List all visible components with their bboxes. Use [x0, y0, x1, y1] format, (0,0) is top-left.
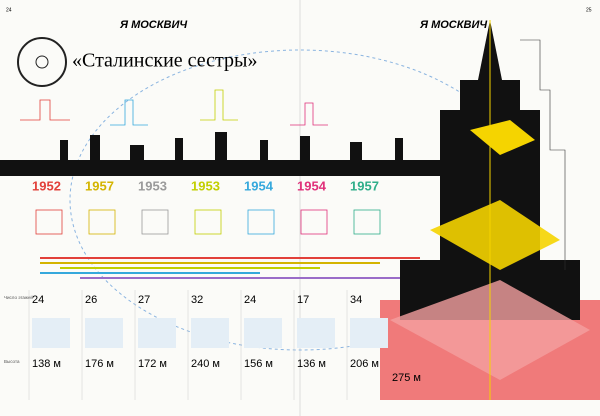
- map: [85, 318, 123, 348]
- floors: 27: [138, 294, 150, 306]
- floors: 26: [85, 294, 97, 306]
- height: 176 м: [85, 358, 114, 370]
- page-number: 24: [6, 7, 12, 13]
- skyline-base: [0, 160, 440, 176]
- rubric: Я МОСКВИЧ: [119, 19, 187, 31]
- rubric: Я МОСКВИЧ: [419, 19, 487, 31]
- height: 138 м: [32, 358, 61, 370]
- building-plan: [353, 209, 381, 235]
- map: [191, 318, 229, 348]
- year: 1957: [85, 178, 114, 193]
- height: 156 м: [244, 358, 273, 370]
- floors: 24: [244, 294, 256, 306]
- building-plan: [194, 209, 222, 235]
- outline-skyline: [20, 89, 328, 126]
- height: 172 м: [138, 358, 167, 370]
- year: 1954: [297, 178, 327, 193]
- floors: 32: [191, 294, 203, 306]
- building-plan: [35, 209, 63, 235]
- wheel-hub: [35, 55, 49, 69]
- height: 206 м: [350, 358, 379, 370]
- building-plan: [88, 209, 116, 235]
- timeline: [40, 257, 420, 279]
- year: 1954: [244, 178, 274, 193]
- map: [138, 318, 176, 348]
- row-label: Высота: [4, 359, 20, 364]
- height: 275 м: [392, 372, 421, 384]
- floors: 34: [350, 294, 362, 306]
- building-plan: [300, 209, 328, 235]
- row-label: Число этажей: [4, 294, 33, 300]
- map: [297, 318, 335, 348]
- year: 1957: [350, 178, 379, 193]
- map: [32, 318, 70, 348]
- building-plan: [141, 209, 169, 235]
- building-plan: [247, 209, 275, 235]
- page-number: 25: [586, 7, 592, 13]
- skyline: [60, 132, 403, 160]
- map: [244, 318, 282, 348]
- outline-building: [520, 39, 566, 270]
- title: «Сталинские сестры»: [72, 50, 257, 72]
- year: 1953: [138, 178, 167, 193]
- main-building: [380, 20, 600, 400]
- height: 136 м: [297, 358, 326, 370]
- floors: 24: [32, 294, 44, 306]
- wheel-icon: [17, 37, 67, 87]
- map: [350, 318, 388, 348]
- year: 1952: [32, 178, 61, 193]
- floors: 17: [297, 294, 309, 306]
- height: 240 м: [191, 358, 220, 370]
- year: 1953: [191, 178, 220, 193]
